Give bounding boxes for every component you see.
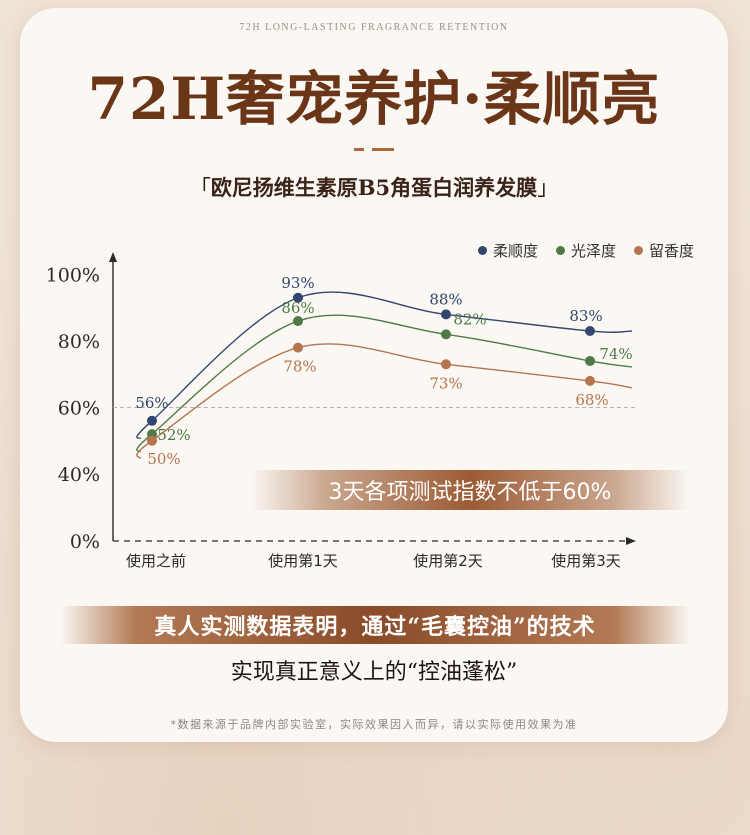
data-label: 78% [283,358,316,376]
divider-dash-left [354,148,364,151]
series-line [136,291,633,440]
legend-item-fragrance: 留香度 [633,240,694,261]
conclusion-line2: 实现真正意义上的“控油蓬松” [230,660,518,685]
tagline: 72H LONG-LASTING FRAGRANCE RETENTION [239,22,509,33]
product-subtitle: 「欧尼扬维生素原B5角蛋白润养发膜」 [20,172,728,202]
chart-points [147,292,595,446]
chart-lines [136,291,633,460]
data-point [293,342,303,353]
product-card: 72H LONG-LASTING FRAGRANCE RETENTION 72H… [20,8,728,742]
legend-dot-fragrance [633,246,643,255]
legend-label-smoothness: 柔顺度 [492,242,538,260]
data-point [293,316,303,327]
legend-label-gloss: 光泽度 [570,242,616,260]
data-label: 83% [569,307,602,325]
conclusion-banner: 真人实测数据表明，通过“毛囊控油”的技术 [60,606,690,644]
data-label: 68% [575,391,608,409]
line-chart: 0% 40% 60% 80% 100% 使用之前 使用第1天 使用第2天 使用第3天 56% 9… [46,252,636,570]
data-point [441,359,451,370]
x-tick-label: 使用第2天 [413,552,483,570]
y-tick-label: 0% [70,531,100,553]
legend-label-fragrance: 留香度 [648,242,694,260]
subtitle-close-bracket: 」 [537,176,559,200]
data-point [585,355,595,366]
data-label: 56% [135,394,168,412]
x-tick-label: 使用第1天 [268,552,338,570]
series-line [136,343,633,460]
legend-item-gloss: 光泽度 [555,240,616,261]
series-line [136,314,633,453]
footnote: *数据来源于品牌内部实验室，实际效果因人而异，请以实际使用效果为准 [170,718,578,731]
data-label: 93% [281,274,314,292]
legend-item-smoothness: 柔顺度 [477,240,538,261]
y-tick-label: 80% [58,331,100,353]
data-point [585,375,595,386]
data-label: 73% [429,374,462,392]
divider-dash-right [372,148,394,151]
data-label: 86% [281,299,314,317]
data-point [441,329,451,340]
data-labels: 56% 93% 88% 83% 52% 86% 82% 74% 50% 78% 73% 68% [135,274,632,468]
data-label: 82% [453,310,486,328]
x-tick-label: 使用第3天 [551,552,621,570]
conclusion-line1: 真人实测数据表明，通过“毛囊控油”的技术 [154,614,596,640]
data-point [293,292,303,303]
chart-axes [109,252,636,545]
legend-dot-gloss [555,246,565,255]
data-label: 88% [429,290,462,308]
legend-dot-smoothness [477,246,487,255]
data-point [147,415,157,426]
annotation-banner: 3天各项测试指数不低于60% [250,470,690,510]
data-point [441,309,451,320]
subtitle-open-bracket: 「 [189,176,211,200]
headline: 72H奢宠养护·柔顺亮 [87,65,661,133]
y-axis-arrow [109,252,117,262]
data-label: 74% [599,345,632,363]
y-tick-label: 40% [58,464,100,486]
y-tick-labels: 0% 40% 60% 80% 100% [46,265,100,554]
subtitle-text: 欧尼扬维生素原B5角蛋白润养发膜 [210,175,538,200]
y-tick-label: 60% [58,398,100,420]
x-tick-labels: 使用之前 使用第1天 使用第2天 使用第3天 [126,552,621,570]
x-tick-label: 使用之前 [126,552,186,570]
annotation-text: 3天各项测试指数不低于60% [328,480,612,505]
y-tick-label: 100% [46,265,100,287]
data-label: 50% [147,450,180,468]
x-axis-arrow [626,537,636,545]
chart-legend: 柔顺度 光泽度 留香度 [477,240,694,261]
data-label: 52% [157,426,190,444]
data-point [147,435,157,446]
data-point [585,326,595,337]
